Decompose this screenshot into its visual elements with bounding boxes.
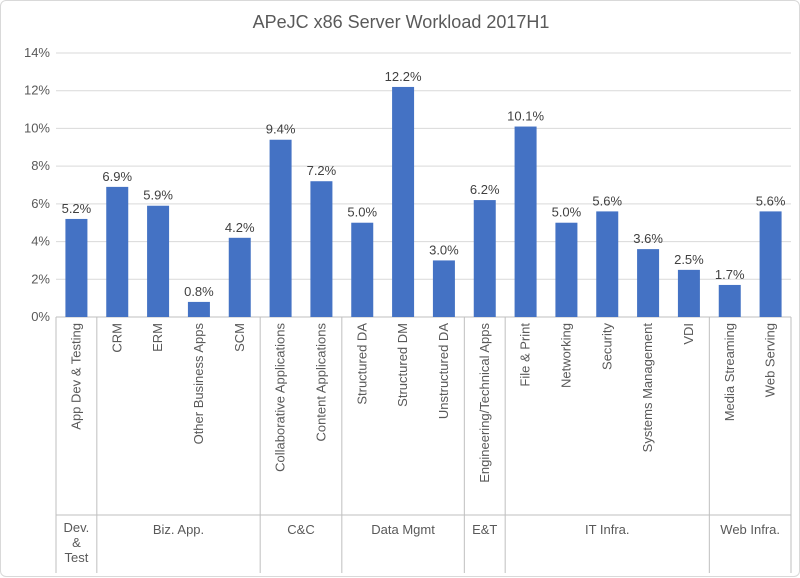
data-label: 5.9%: [143, 188, 173, 203]
bar: [147, 205, 170, 317]
category-label: Collaborative Applications: [273, 323, 288, 472]
data-label: 1.7%: [715, 267, 745, 282]
bar: [65, 218, 88, 317]
category-label: ERM: [150, 323, 165, 352]
category-label: Engineering/Technical Apps: [477, 323, 492, 483]
bar: [269, 139, 292, 317]
category-label: Networking: [558, 323, 573, 388]
bar: [351, 222, 374, 317]
y-tick-label: 2%: [31, 271, 50, 286]
category-label: Media Streaming: [722, 323, 737, 421]
bar: [310, 181, 333, 317]
gridlines: [55, 52, 792, 573]
group-labels: Dev. & Test Biz. App. C&C Data Mgmt E&T IT Infr…: [64, 520, 781, 565]
y-tick-label: 4%: [31, 234, 50, 249]
y-tick-label: 10%: [24, 120, 50, 135]
category-label: Structured DA: [354, 323, 369, 405]
bar: [106, 186, 129, 317]
data-label: 6.2%: [470, 182, 500, 197]
y-tick-label: 8%: [31, 158, 50, 173]
bar: [637, 249, 660, 317]
group-label: C&C: [287, 522, 314, 537]
bar: [514, 126, 537, 318]
bar: [759, 211, 782, 317]
data-label: 10.1%: [507, 109, 544, 124]
category-label: File & Print: [518, 323, 533, 387]
category-label: Structured DM: [395, 323, 410, 407]
data-label: 5.2%: [62, 201, 92, 216]
data-label: 5.6%: [592, 193, 622, 208]
y-axis-ticks: 0% 2% 4% 6% 8% 10% 12% 14%: [24, 45, 50, 324]
category-label: CRM: [109, 323, 124, 353]
data-label: 0.8%: [184, 284, 214, 299]
data-label: 5.0%: [347, 205, 377, 220]
data-label: 3.0%: [429, 242, 459, 257]
data-label: 4.2%: [225, 220, 255, 235]
category-label: Unstructured DA: [436, 323, 451, 419]
bar: [555, 222, 578, 317]
data-label: 6.9%: [102, 169, 132, 184]
category-label: VDI: [681, 323, 696, 345]
bar: [596, 211, 619, 317]
y-tick-label: 6%: [31, 196, 50, 211]
group-label: Biz. App.: [153, 522, 204, 537]
data-label: 3.6%: [633, 231, 663, 246]
y-tick-label: 14%: [24, 45, 50, 60]
category-labels: App Dev & Testing CRM ERM Other Business Ap…: [68, 323, 777, 483]
y-tick-label: 12%: [24, 83, 50, 98]
bar: [718, 284, 741, 317]
y-tick-label: 0%: [31, 309, 50, 324]
category-label: Other Business Apps: [191, 323, 206, 445]
data-label: 5.0%: [552, 205, 582, 220]
bar: [187, 301, 210, 317]
group-label: IT Infra.: [585, 522, 630, 537]
chart-title: APeJC x86 Server Workload 2017H1: [253, 12, 550, 32]
category-label: Security: [599, 323, 614, 370]
data-labels: 5.2% 6.9% 5.9% 0.8% 4.2% 9.4% 7.2% 5.0% 12.2% 3.0…: [62, 69, 786, 299]
bar: [473, 200, 496, 317]
group-label: Web Infra.: [720, 522, 780, 537]
group-label: E&T: [472, 522, 497, 537]
bar: [392, 86, 415, 317]
data-label: 2.5%: [674, 252, 704, 267]
category-label: Content Applications: [313, 323, 328, 442]
bar: [677, 269, 700, 317]
bar: [432, 260, 455, 317]
category-label: App Dev & Testing: [68, 323, 83, 430]
category-label: Web Serving: [763, 323, 778, 397]
data-label: 7.2%: [307, 163, 337, 178]
category-label: SCM: [232, 323, 247, 352]
bar: [228, 237, 251, 317]
data-label: 5.6%: [756, 193, 786, 208]
data-label: 9.4%: [266, 122, 296, 137]
bars: [65, 86, 782, 318]
data-label: 12.2%: [385, 69, 422, 84]
group-label: Dev. & Test: [64, 520, 90, 565]
category-label: Systems Management: [640, 323, 655, 453]
group-label: Data Mgmt: [371, 522, 435, 537]
